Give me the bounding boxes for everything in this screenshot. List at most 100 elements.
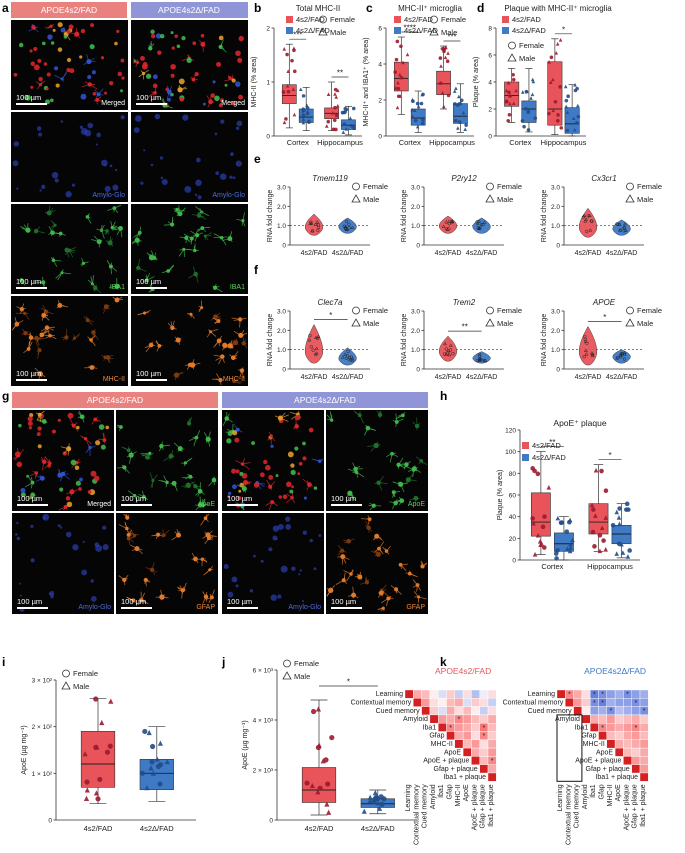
data-point — [301, 113, 306, 117]
cell-body — [238, 332, 244, 338]
matrix-cell — [462, 723, 472, 732]
cell-dot — [309, 538, 313, 543]
cell-body — [143, 311, 147, 315]
cell-dot — [159, 156, 164, 160]
cell-body — [393, 500, 398, 506]
cell-dot — [90, 579, 94, 583]
cell-dot — [105, 425, 110, 430]
cell-process — [223, 339, 234, 349]
data-point — [453, 118, 458, 123]
scale-bar-label: 100 µm — [17, 597, 42, 606]
data-point — [573, 83, 577, 87]
matrix-cell — [631, 756, 641, 765]
panel-a-tile-2-1: 100 µm IBA1 — [131, 204, 248, 294]
cell-dot — [89, 44, 95, 50]
cell-body — [95, 97, 100, 102]
matrix-significance: * — [568, 692, 571, 699]
matrix-cell — [487, 772, 497, 782]
cell-process — [354, 571, 363, 580]
cell-dot — [104, 185, 111, 192]
data-point — [617, 506, 622, 511]
data-point — [461, 110, 466, 115]
scale-bar-label: 100 µm — [136, 369, 161, 378]
cell-process — [69, 417, 79, 432]
cell-process — [186, 416, 193, 426]
data-point — [535, 532, 541, 538]
matrix-cell — [438, 689, 447, 699]
cell-dot — [298, 573, 301, 576]
legend-label: Female — [441, 15, 466, 24]
data-point — [376, 805, 383, 811]
matrix-cell — [454, 731, 464, 741]
y-axis-label: RNA fold change — [541, 190, 548, 243]
cell-body — [73, 336, 77, 340]
cell-dot — [197, 195, 202, 200]
matrix-cell — [639, 698, 649, 707]
cell-dot — [20, 487, 26, 493]
cell-process — [126, 451, 137, 464]
data-point — [300, 109, 305, 113]
cell-dot — [79, 55, 83, 59]
cell-process — [163, 449, 175, 462]
cell-body — [37, 371, 43, 377]
cell-body — [93, 417, 97, 422]
cell-body — [148, 342, 154, 348]
cell-dot — [13, 141, 20, 147]
cell-body — [413, 495, 419, 501]
cell-dot — [230, 152, 234, 157]
cell-body — [74, 31, 80, 37]
data-point — [285, 52, 289, 57]
data-point — [443, 341, 447, 346]
legend-swatch — [502, 27, 509, 34]
cell-body — [175, 337, 181, 343]
data-point — [148, 765, 154, 771]
matrix-significance: * — [482, 733, 485, 740]
cell-process — [11, 317, 24, 331]
cell-dot — [313, 486, 318, 490]
data-point — [599, 525, 605, 531]
cell-body — [346, 538, 351, 544]
cell-body — [103, 304, 109, 310]
data-point — [320, 758, 326, 764]
matrix-cell — [623, 739, 632, 749]
matrix-cell — [606, 689, 616, 699]
female-icon — [283, 659, 291, 668]
x-category-label: 4s2Δ/FAD — [332, 250, 364, 257]
y-tick-label: 0 — [512, 558, 516, 565]
y-tick-label: 2.0 — [551, 328, 560, 335]
data-point — [568, 545, 573, 550]
matrix-cell — [446, 731, 456, 741]
cell-body — [66, 446, 72, 452]
cell-body — [277, 415, 283, 421]
cell-body — [16, 454, 20, 458]
data-point — [511, 72, 515, 77]
cell-body — [200, 306, 204, 310]
cell-body — [96, 92, 101, 97]
data-point — [572, 127, 577, 132]
cell-dot — [26, 474, 30, 478]
cell-body — [216, 338, 222, 344]
matrix-cell — [462, 706, 472, 716]
y-tick-label: 0 — [488, 134, 492, 141]
data-point — [292, 69, 297, 74]
cell-body — [398, 481, 404, 487]
data-point — [93, 744, 99, 750]
cell-process — [337, 544, 347, 556]
data-point — [555, 548, 560, 553]
x-category-label: 4s2/FAD — [84, 824, 113, 833]
cell-dot — [239, 482, 245, 488]
cell-dot — [70, 459, 77, 466]
cell-body — [415, 583, 420, 587]
data-point — [343, 352, 348, 356]
matrix-cell — [639, 747, 649, 757]
data-point — [590, 353, 595, 357]
matrix-cell — [454, 723, 464, 732]
cell-body — [213, 314, 219, 320]
matrix-cell — [623, 747, 632, 757]
data-point — [447, 352, 452, 357]
legend-label: Male — [73, 682, 89, 691]
significance-stars: **** — [404, 24, 416, 33]
data-point — [361, 808, 367, 814]
cell-dot — [220, 119, 225, 124]
